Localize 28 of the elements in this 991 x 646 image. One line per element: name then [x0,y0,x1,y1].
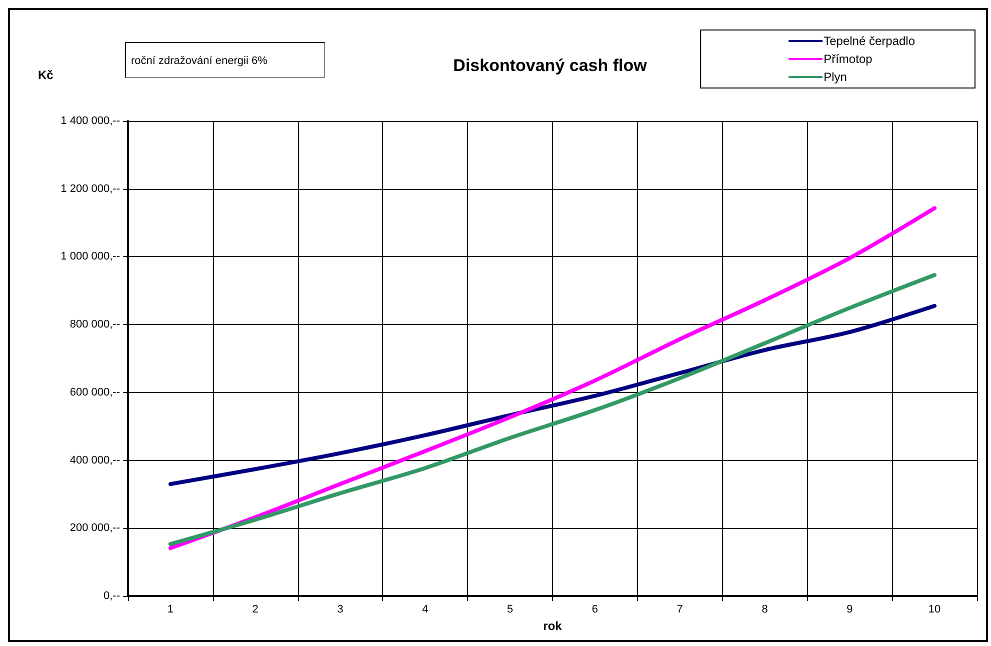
x-tick-label: 6 [592,604,598,616]
legend-label: Přímotop [824,52,873,66]
x-tick-label: 8 [762,604,768,616]
x-tick-label: 4 [422,604,428,616]
y-tick-label: 1 400 000,-- [60,115,120,127]
x-tick-label: 5 [506,604,514,616]
text: roční zdražování energii 6% [125,42,325,78]
x-tick-label: 7 [676,604,683,616]
x-axis-title: rok [543,618,562,633]
line-series [168,304,937,486]
x-tick-label: 2 [252,604,258,616]
x-tick-label: 9 [846,604,853,616]
y-tick-label: 600 000,-- [70,386,120,398]
y-tick-label: 800 000,-- [70,318,120,331]
y-tick-label: 1 200 000,-- [60,182,120,195]
y-tick-label: 400 000,-- [70,454,120,466]
line-series [168,273,937,546]
y-axis-title: Kč [38,68,54,82]
legend-label: Plyn [824,70,847,84]
y-tick-label: 0,-- [104,590,120,602]
chart-title: Diskontovaný cash flow [453,56,648,75]
x-tick-label: 3 [337,604,344,616]
x-tick-label: 10 [928,604,941,616]
y-tick-label: 200 000,-- [70,522,120,534]
legend-label: Tepelné čerpadlo [824,34,916,48]
x-tick-label: 1 [167,604,174,616]
y-tick-label: 1 000 000,-- [60,250,120,263]
line-series [168,206,937,550]
